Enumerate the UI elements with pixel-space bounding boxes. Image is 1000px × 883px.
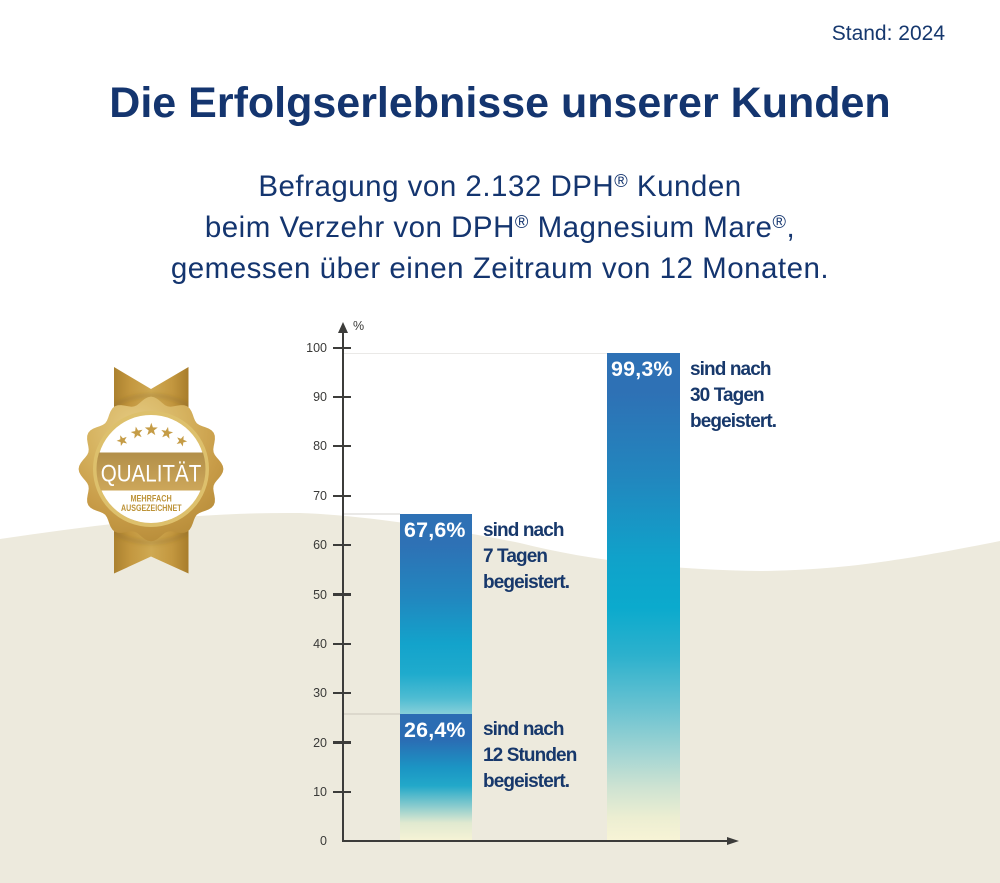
svg-text:QUALITÄT: QUALITÄT	[101, 460, 202, 487]
svg-text:MEHRFACH: MEHRFACH	[131, 494, 172, 504]
svg-text:AUSGEZEICHNET: AUSGEZEICHNET	[121, 503, 182, 513]
